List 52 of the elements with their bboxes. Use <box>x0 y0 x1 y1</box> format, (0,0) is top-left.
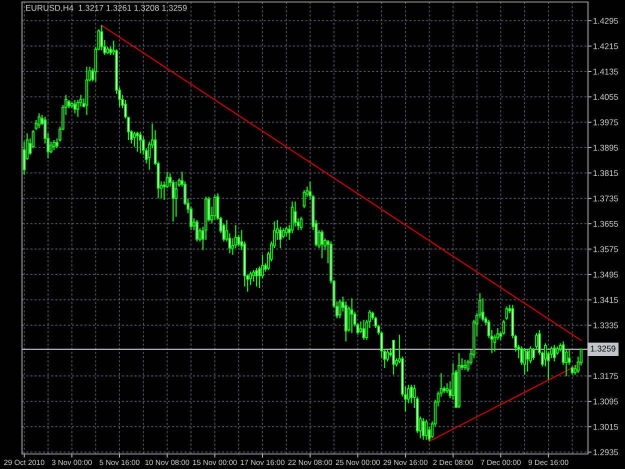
candlestick <box>410 384 413 404</box>
y-tick-label: 1.3335 <box>593 322 618 328</box>
candlestick <box>138 131 142 154</box>
candlestick <box>258 266 261 289</box>
y-tick-label: 1.3815 <box>593 170 618 176</box>
candlestick <box>446 382 449 394</box>
y-tick-label: 1.3895 <box>593 144 618 151</box>
y-tick-label: 1.4135 <box>593 68 618 75</box>
candlestick <box>362 319 366 340</box>
candlestick <box>523 348 526 376</box>
candlestick <box>302 190 306 209</box>
candlestick <box>237 234 240 248</box>
candlestick <box>252 269 255 282</box>
y-tick-label: 1.3175 <box>593 373 618 380</box>
candlestick <box>338 299 342 319</box>
candlestick <box>136 131 139 152</box>
candlestick <box>38 112 41 129</box>
y-tick-label: 1.3095 <box>593 398 618 404</box>
candlestick <box>300 216 303 231</box>
y-tick-label: 1.4295 <box>593 18 618 24</box>
y-tick-label: 1.3735 <box>593 196 618 202</box>
candlestick <box>50 141 52 154</box>
y-tick-label: 1.3015 <box>593 424 618 430</box>
candlestick <box>392 339 395 376</box>
candlestick <box>386 349 389 362</box>
candlestick <box>213 194 216 220</box>
candlestick <box>255 268 258 288</box>
candlestick <box>174 180 178 218</box>
candlestick <box>76 99 80 118</box>
y-tick-label: 1.3415 <box>593 297 618 303</box>
candlestick <box>505 306 508 320</box>
y-tick-label: 1.2935 <box>593 449 618 456</box>
candlestick <box>320 230 324 259</box>
y-tick-label: 1.3655 <box>593 220 618 227</box>
y-tick-label: 1.4215 <box>593 43 618 50</box>
chart-title: EURUSD,H4 1.3217 1.3261 1.3208 1.3259 <box>26 4 187 12</box>
candlestick <box>284 226 288 237</box>
candlestick <box>424 419 428 440</box>
y-tick-label: 1.3495 <box>593 272 618 278</box>
candlestick <box>526 349 529 372</box>
candlestick <box>133 131 136 148</box>
y-tick-label: 1.3575 <box>593 246 618 252</box>
candlestick <box>73 99 76 114</box>
candlestick <box>350 298 354 334</box>
candlestick <box>52 139 56 151</box>
ref-line-label: 1.3259 <box>590 346 616 352</box>
candlestick <box>552 344 556 362</box>
candlestick <box>464 359 466 370</box>
y-tick-label: 1.4055 <box>593 94 618 100</box>
candlestick <box>196 219 198 242</box>
y-tick-label: 1.3975 <box>593 119 618 126</box>
candlestick <box>282 228 285 239</box>
